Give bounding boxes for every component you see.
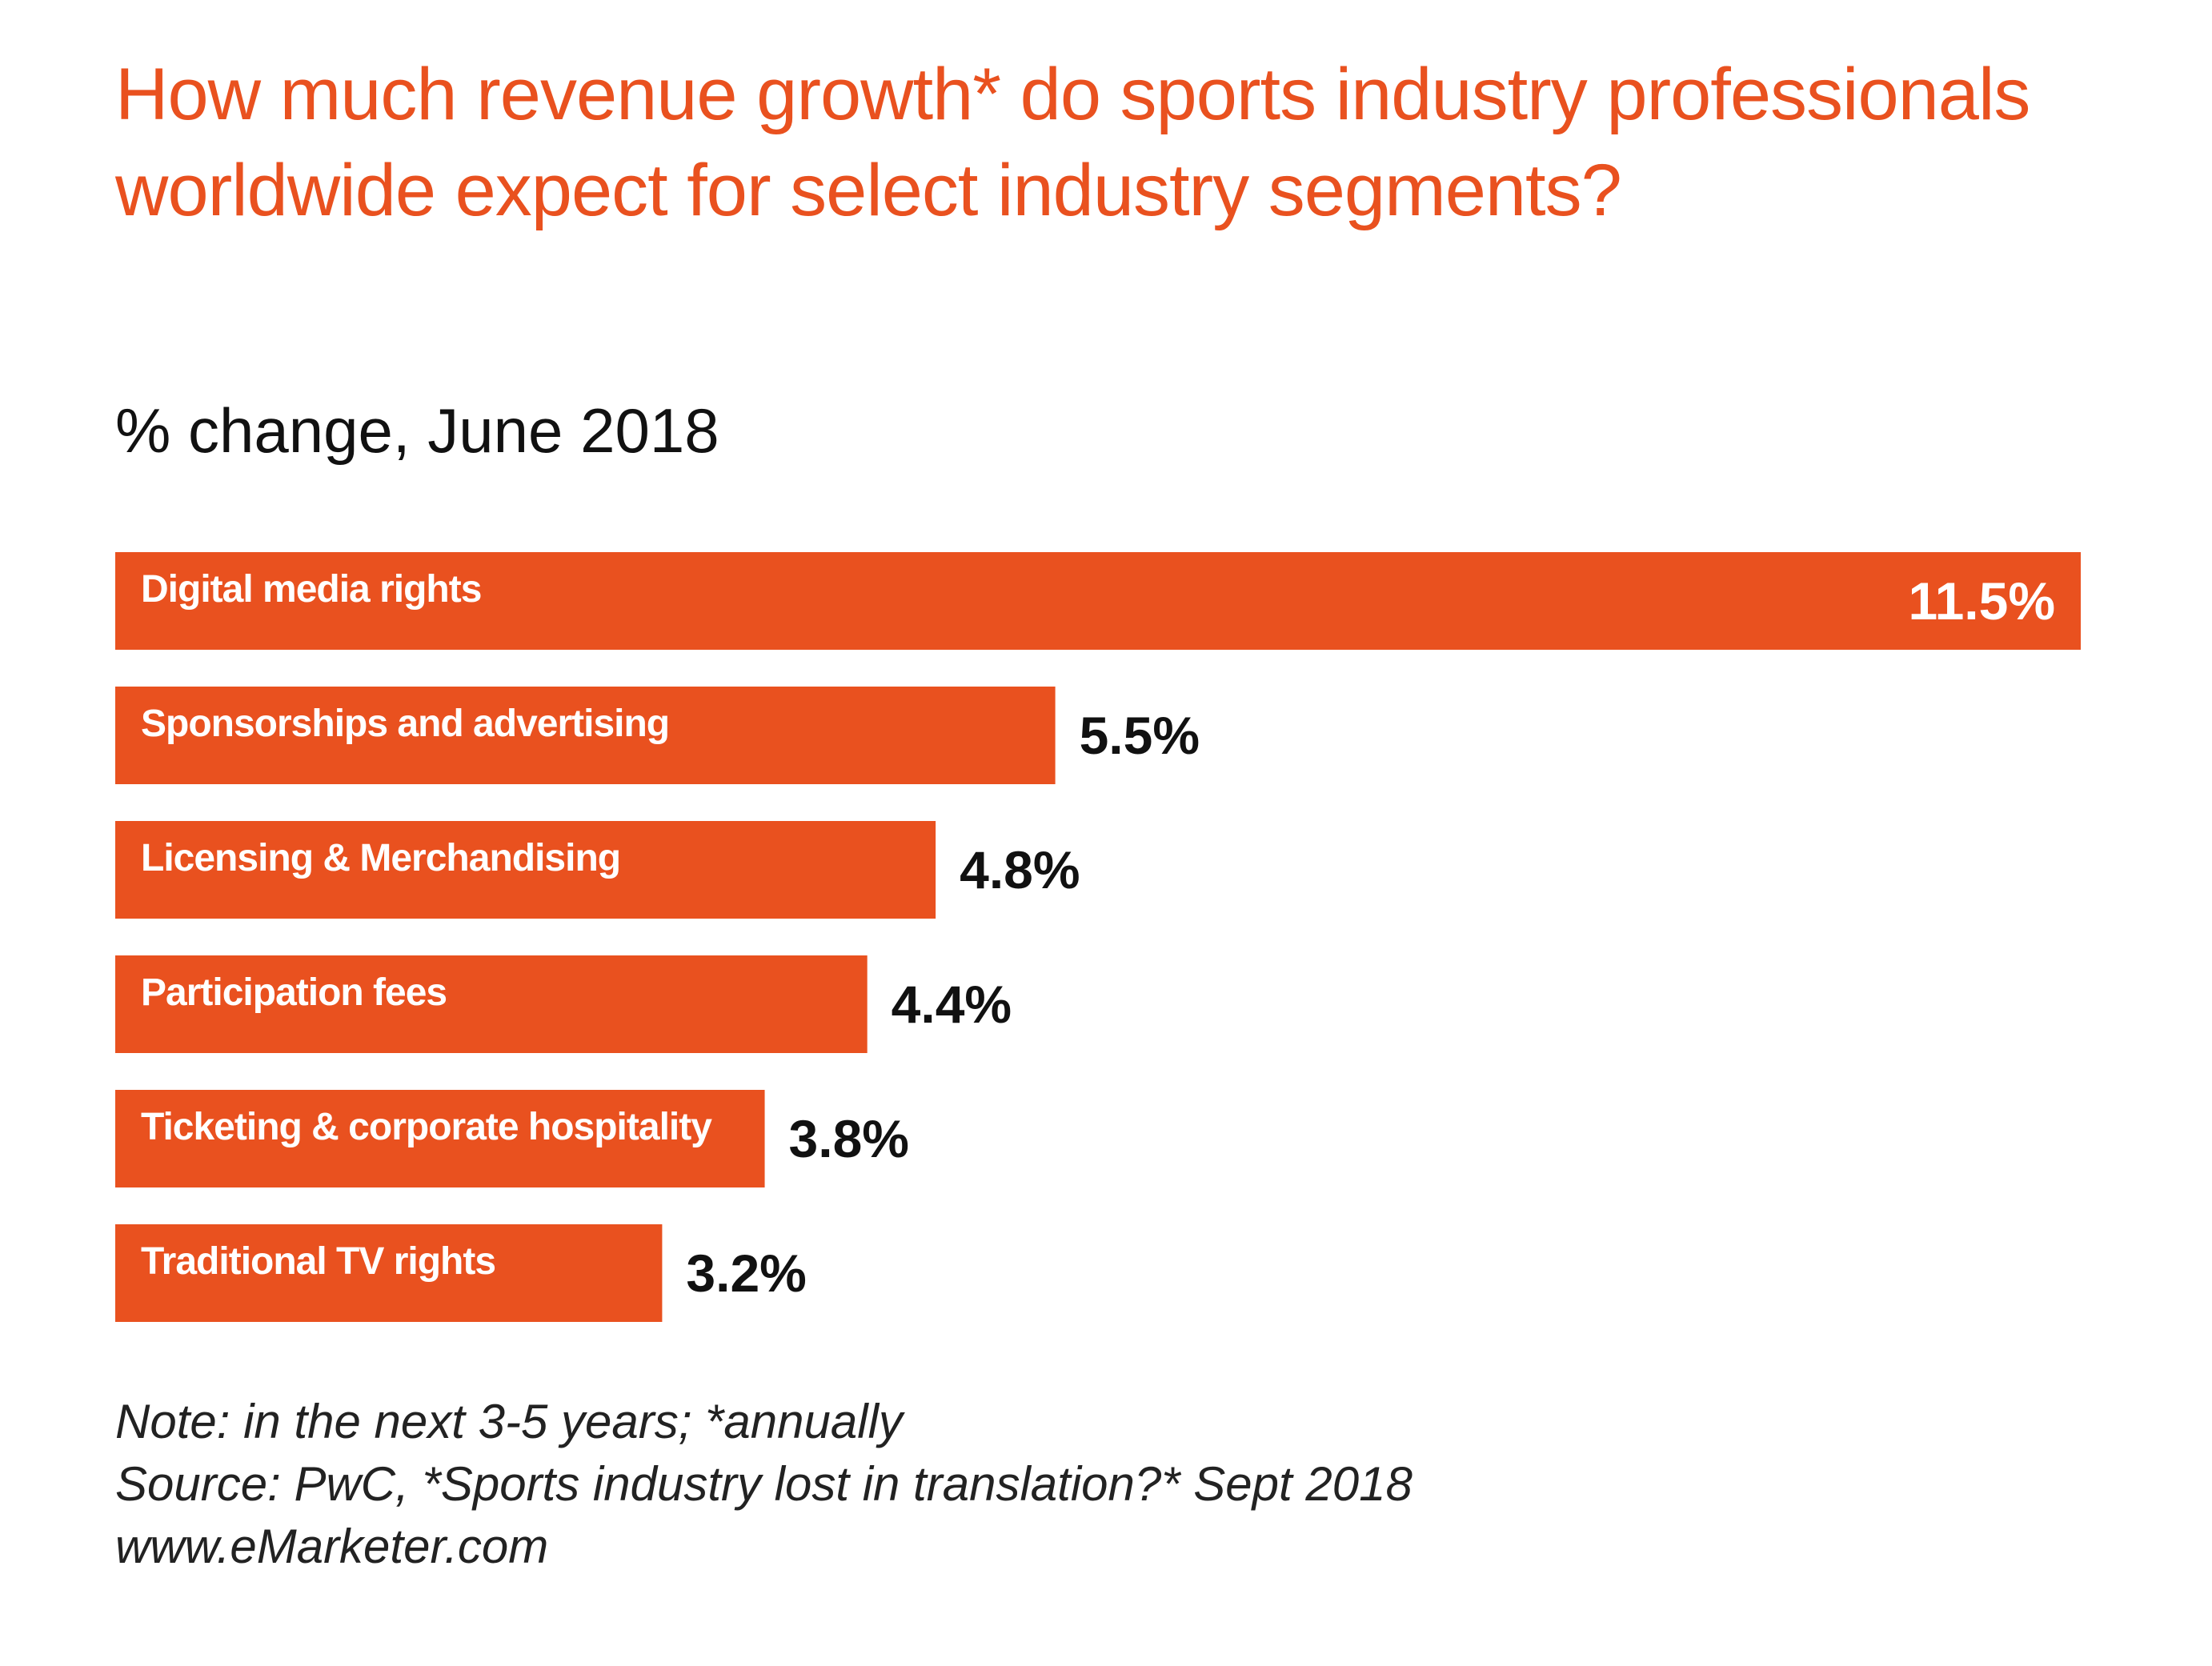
site-link[interactable]: www.eMarketer.com (115, 1520, 549, 1573)
bar-1 (115, 687, 1056, 784)
bar-4 (115, 1090, 765, 1187)
bars-group: Digital media rights 11.5% Sponsorships an… (115, 552, 2081, 1322)
chart-subtitle: % change, June 2018 (115, 395, 719, 466)
bar-value-label: 3.2% (686, 1243, 806, 1303)
bar-category-label: Sponsorships and advertising (141, 703, 669, 745)
bar-category-label: Digital media rights (141, 568, 481, 611)
bar-2 (115, 821, 936, 919)
bar-3 (115, 955, 868, 1053)
bar-value-label: 4.8% (960, 840, 1080, 899)
bar-category-label: Participation fees (141, 971, 447, 1014)
chart-title: How much revenue growth* do sports indus… (115, 54, 2030, 231)
footnote: Note: in the next 3-5 years; *annually (115, 1395, 903, 1448)
source-note: Source: PwC, *Sports industry lost in tr… (115, 1457, 1413, 1511)
bar-value-label: 4.4% (892, 975, 1012, 1034)
bar-category-label: Ticketing & corporate hospitality (141, 1106, 712, 1148)
bar-value-label: 5.5% (1080, 706, 1200, 765)
bar-value-label: 11.5% (1909, 571, 2056, 631)
bar-0 (115, 552, 2081, 650)
bar-value-label: 3.8% (789, 1109, 909, 1168)
chart-footer: Note: in the next 3-5 years; *annually S… (115, 1391, 1413, 1578)
bar-category-label: Traditional TV rights (141, 1240, 495, 1283)
bar-5 (115, 1224, 663, 1322)
bar-category-label: Licensing & Merchandising (141, 837, 620, 879)
